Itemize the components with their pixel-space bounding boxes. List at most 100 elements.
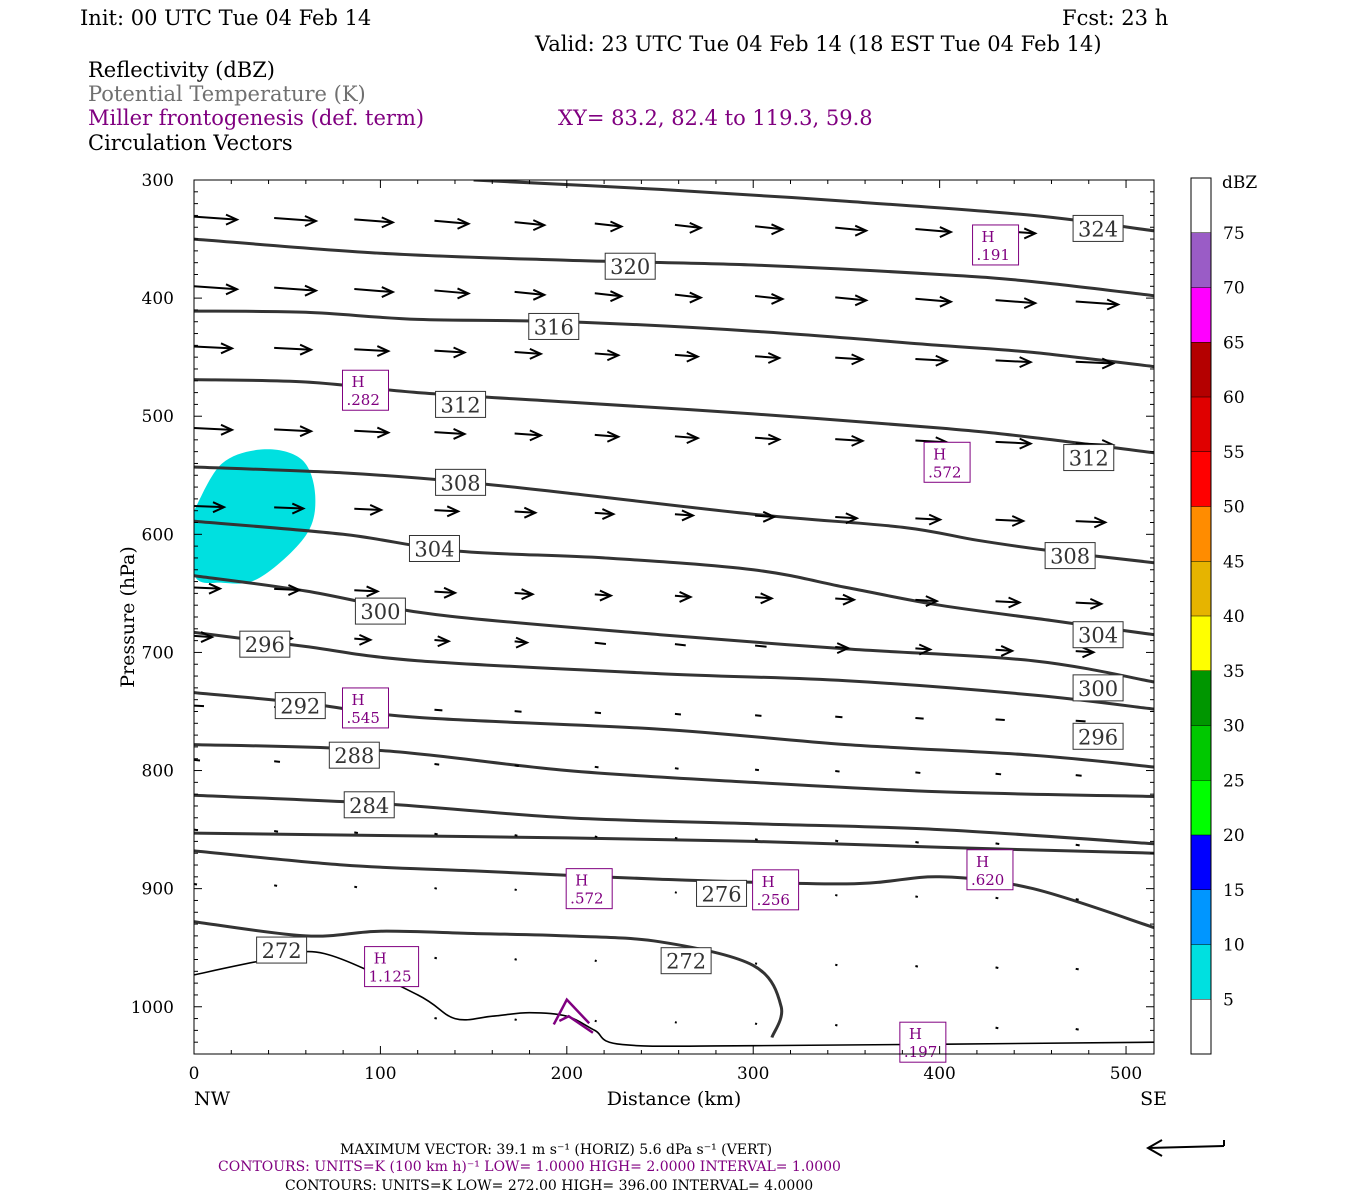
vector-shaft	[755, 514, 775, 518]
vector-head	[220, 423, 235, 436]
vector-shaft	[995, 299, 1036, 305]
theta-label: 292	[280, 695, 320, 719]
theta-label: 316	[534, 315, 574, 339]
theta-label-box	[354, 597, 406, 625]
vector-shaft	[754, 714, 762, 717]
vector-shaft	[514, 958, 517, 961]
axes: 300 400 500 600 700 800 900 1000 0 100 200 300 400 50…	[131, 171, 1154, 1084]
frontogenesis-max-marker: H	[762, 873, 775, 891]
colorbar-segment	[1191, 725, 1211, 781]
vector-shaft	[674, 435, 698, 440]
colorbar-segment	[1191, 670, 1211, 726]
circulation-vector	[835, 224, 869, 237]
circulation-vector	[354, 216, 396, 229]
circulation-vector	[194, 758, 201, 762]
circulation-vector	[434, 346, 467, 359]
vector-shaft	[354, 218, 393, 224]
circulation-vector	[434, 956, 438, 960]
vector-shaft	[674, 223, 701, 229]
vector-head	[1023, 227, 1038, 240]
circulation-vector	[274, 584, 302, 596]
vector-shaft	[594, 433, 619, 438]
frontogenesis-contour	[558, 1014, 594, 1034]
theta-label: 296	[245, 633, 285, 657]
theta-label: 304	[414, 537, 454, 561]
frontogenesis-max-value: .572	[928, 463, 961, 481]
vector-shaft	[1075, 898, 1079, 901]
circulation-vector	[915, 595, 940, 608]
colorbar-segment	[1191, 506, 1211, 562]
circulation-vector	[995, 297, 1038, 310]
circulation-vector	[915, 643, 933, 656]
circulation-vector	[674, 891, 678, 894]
frontogenesis-max-box	[341, 369, 389, 411]
vector-shaft	[194, 586, 221, 590]
x-axis-label: Distance (km)	[607, 1088, 742, 1110]
circulation-vector	[594, 508, 616, 520]
vector-shaft	[274, 216, 317, 222]
colorbar-segment	[1191, 561, 1211, 616]
circulation-vector	[755, 592, 775, 605]
vector-head	[521, 588, 535, 601]
vector-shaft	[514, 432, 541, 437]
vector-head	[686, 350, 701, 363]
circulation-vector	[514, 429, 544, 442]
circulation-vector	[514, 636, 530, 649]
x-tick-label: 200	[551, 1064, 583, 1084]
vector-head	[1000, 644, 1015, 657]
theta-label: 312	[441, 393, 481, 417]
vector-shaft	[995, 966, 999, 969]
vector-head	[1093, 516, 1108, 529]
vector-shaft	[915, 357, 947, 362]
theta-label: 300	[360, 600, 400, 624]
frontogenesis-max-value: .191	[977, 246, 1010, 264]
colorbar-label: 30	[1223, 717, 1245, 737]
circulation-vector	[835, 294, 869, 307]
vector-shaft	[594, 711, 602, 715]
y-tick-label: 700	[142, 643, 174, 663]
vector-shaft	[274, 428, 312, 433]
theta-label-box	[328, 741, 380, 769]
frontogenesis-max-value: .545	[346, 709, 379, 727]
vector-head	[610, 220, 624, 233]
circulation-vector	[1075, 1028, 1079, 1031]
circulation-vector	[434, 832, 438, 836]
circulation-vector	[274, 215, 319, 227]
colorbar-label: 60	[1223, 388, 1245, 408]
vector-head	[299, 425, 314, 438]
vector-head	[610, 290, 624, 303]
vector-head	[939, 295, 954, 308]
circulation-vector	[354, 885, 358, 889]
max-vector-info: MAXIMUM VECTOR: 39.1 m s⁻¹ (HORIZ) 5.6 d…	[340, 1142, 772, 1158]
colorbar-label: 20	[1223, 826, 1245, 846]
frontogenesis-max-box	[364, 946, 420, 988]
vector-shaft	[915, 965, 919, 968]
vector-head	[212, 501, 227, 514]
circulation-vector	[514, 288, 547, 301]
vector-shaft	[273, 884, 278, 887]
vector-shaft	[754, 962, 758, 965]
vector-head	[366, 585, 381, 598]
vector-head	[376, 426, 391, 439]
theta-label: 288	[334, 744, 374, 768]
circulation-vector	[754, 838, 758, 841]
vector-shaft	[434, 887, 438, 890]
vector-shaft	[194, 504, 225, 509]
y-tick-label: 400	[142, 289, 174, 309]
frontogenesis-max-marker: H	[351, 373, 364, 391]
circulation-vector	[273, 884, 278, 887]
circulation-vector	[754, 962, 758, 965]
theta-label-box	[528, 312, 580, 340]
theta-contour-info: CONTOURS: UNITS=K LOW= 272.00 HIGH= 396.…	[285, 1178, 813, 1194]
vector-shaft	[434, 289, 469, 295]
vector-head	[939, 226, 954, 238]
vector-shaft	[594, 222, 622, 228]
vector-head	[679, 591, 693, 603]
frontogenesis-max-box	[899, 1021, 947, 1063]
circulation-vector	[354, 585, 381, 598]
frontogenesis-contour	[552, 997, 591, 1026]
colorbar-label: 40	[1223, 607, 1245, 627]
vector-head	[1089, 597, 1104, 610]
vector-head	[606, 349, 621, 362]
theta-label: 276	[701, 882, 741, 906]
